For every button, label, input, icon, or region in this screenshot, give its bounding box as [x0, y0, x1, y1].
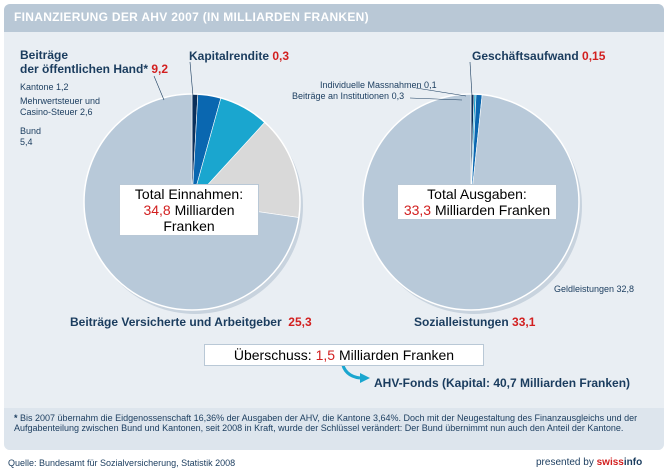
admin-cost-label: Geschäftsaufwand 0,15	[472, 49, 605, 63]
contributions-value: 25,3	[288, 315, 312, 329]
public-label-line2: der öffentlichen Hand*	[20, 62, 149, 76]
footnote-star: *	[14, 413, 18, 423]
footnote: * Bis 2007 übernahm die Eidgenossenschaf…	[14, 413, 654, 433]
presented-prefix: presented by	[536, 457, 597, 468]
capital-return-label: Kapitalrendite 0,3	[189, 49, 289, 63]
expenses-total-label: Total Ausgaben:	[427, 186, 527, 202]
income-total-box: Total Einnahmen: 34,8 Milliarden Franken	[119, 184, 259, 236]
presented-by: presented by swissinfo	[536, 457, 642, 468]
pie2-rim	[362, 93, 580, 311]
surplus-label: Überschuss:	[233, 347, 312, 363]
federal-label-line2: 5,4	[20, 137, 33, 147]
fund-label: AHV-Fonds (Kapital: 40,7 Milliarden Fran…	[374, 376, 631, 390]
social-benefits-label: Sozialleistungen 33,1	[414, 315, 535, 329]
cash-benefits-label: Geldleistungen 32,8	[554, 284, 635, 294]
leader-admin	[469, 61, 473, 97]
capital-label-text: Kapitalrendite	[189, 49, 270, 63]
leader-institutions	[409, 97, 463, 101]
contributions-label-text: Beiträge Versicherte und Arbeitgeber	[70, 315, 282, 329]
infographic-card: FINANZIERUNG DER AHV 2007 (IN MILLIARDEN…	[4, 4, 664, 450]
expenses-total-unit: Milliarden Franken	[434, 202, 551, 218]
social-value: 33,1	[512, 315, 536, 329]
cantons-label: Kantone 1,2	[20, 82, 69, 92]
leader-lines	[153, 61, 473, 101]
footnote-text: Bis 2007 übernahm die Eidgenossenschaft …	[14, 413, 638, 433]
income-total-unit: Milliarden Franken	[163, 202, 235, 234]
federal-label: Bund 5,4	[20, 126, 41, 148]
income-total-label: Total Einnahmen:	[134, 186, 244, 202]
vat-label: Mehrwertsteuer und Casino-Steuer 2,6	[20, 96, 100, 118]
source-note: Quelle: Bundesamt für Sozialversicherung…	[8, 458, 236, 468]
brand-swiss: swiss	[596, 457, 624, 468]
chart-title: FINANZIERUNG DER AHV 2007 (IN MILLIARDEN…	[14, 10, 369, 24]
social-label-text: Sozialleistungen	[414, 315, 509, 329]
footnote-panel: * Bis 2007 übernahm die Eidgenossenschaf…	[4, 408, 664, 450]
vat-label-line2: Casino-Steuer 2,6	[20, 107, 93, 117]
admin-value: 0,15	[582, 49, 606, 63]
surplus-box: Überschuss: 1,5 Milliarden Franken	[204, 344, 484, 366]
leader-individual	[415, 87, 467, 97]
vat-label-line1: Mehrwertsteuer und	[20, 96, 101, 106]
admin-label-text: Geschäftsaufwand	[472, 49, 579, 63]
expenses-total-value: 33,3	[403, 202, 432, 218]
institutions-label: Beiträge an Institutionen 0,3	[292, 91, 405, 101]
surplus-unit: Milliarden Franken	[338, 347, 455, 363]
capital-value: 0,3	[272, 49, 290, 63]
public-contributions-label: Beiträge der öffentlichen Hand* 9,2	[20, 48, 168, 76]
contributions-label: Beiträge Versicherte und Arbeitgeber 25,…	[70, 315, 312, 329]
income-total-value: 34,8	[143, 202, 171, 218]
title-bar: FINANZIERUNG DER AHV 2007 (IN MILLIARDEN…	[4, 4, 664, 32]
brand-info: info	[623, 457, 643, 468]
surplus-value: 1,5	[315, 347, 336, 363]
fund-arrow-head	[360, 373, 370, 383]
public-label-line1: Beiträge	[20, 48, 69, 62]
leader-public	[153, 75, 165, 101]
pie1-rim	[83, 93, 301, 311]
expenses-total-box: Total Ausgaben: 33,3 Milliarden Franken	[397, 184, 557, 220]
leader-capital	[189, 61, 194, 97]
public-value: 9,2	[151, 62, 169, 76]
federal-label-line1: Bund	[20, 126, 42, 136]
individual-measures-label: Individuelle Massnahmen 0,1	[320, 80, 437, 90]
